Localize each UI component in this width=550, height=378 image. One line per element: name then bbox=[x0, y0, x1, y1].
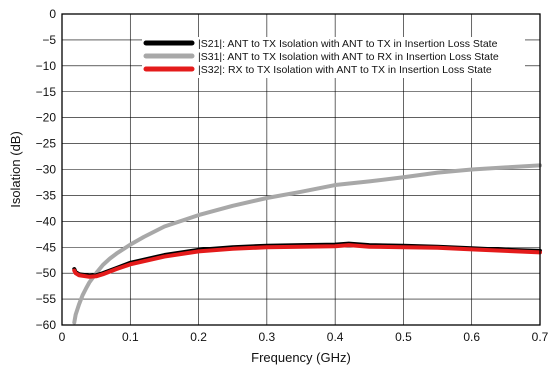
x-axis-label: Frequency (GHz) bbox=[251, 350, 351, 365]
y-tick-label: −40 bbox=[36, 214, 57, 228]
plot-frame bbox=[61, 13, 541, 326]
y-tick-label: −50 bbox=[36, 266, 57, 280]
y-tick-label: −30 bbox=[36, 163, 57, 177]
y-axis-label: Isolation (dB) bbox=[8, 131, 23, 208]
y-tick-label: −5 bbox=[42, 33, 56, 47]
y-tick-label: −45 bbox=[36, 240, 57, 254]
legend: |S21|: ANT to TX Isolation with ANT to T… bbox=[142, 37, 525, 78]
x-tick-label: 0.7 bbox=[532, 330, 549, 344]
x-tick-label: 0.4 bbox=[327, 330, 344, 344]
x-tick-label: 0 bbox=[59, 330, 66, 344]
series-line-2 bbox=[72, 163, 542, 325]
y-tick-label: −60 bbox=[36, 318, 57, 332]
x-tick-label: 0.3 bbox=[259, 330, 276, 344]
y-tick-label: −10 bbox=[36, 59, 57, 73]
series-line-3 bbox=[72, 243, 542, 279]
x-tick-labels: 0 0.1 0.2 0.3 0.4 0.5 0.6 0.7 bbox=[59, 330, 549, 344]
legend-entry-2: |S31|: ANT to TX Isolation with ANT to R… bbox=[198, 51, 499, 63]
y-tick-labels: 0 −5 −10 −15 −20 −25 −30 −35 −40 −45 −50 −55 −60 bbox=[36, 7, 57, 332]
y-tick-label: −20 bbox=[36, 111, 57, 125]
y-tick-label: 0 bbox=[49, 7, 56, 21]
x-tick-label: 0.5 bbox=[395, 330, 412, 344]
series-layer bbox=[72, 163, 542, 325]
legend-background bbox=[142, 37, 525, 78]
x-tick-label: 0.2 bbox=[190, 330, 207, 344]
legend-entry-3: |S32|: RX to TX Isolation with ANT to TX… bbox=[198, 64, 492, 76]
x-tick-label: 0.1 bbox=[122, 330, 139, 344]
y-tick-label: −15 bbox=[36, 85, 57, 99]
y-tick-label: −35 bbox=[36, 188, 57, 202]
x-tick-label: 0.6 bbox=[463, 330, 480, 344]
y-tick-label: −55 bbox=[36, 292, 57, 306]
y-tick-label: −25 bbox=[36, 137, 57, 151]
legend-entry-1: |S21|: ANT to TX Isolation with ANT to T… bbox=[198, 38, 498, 50]
